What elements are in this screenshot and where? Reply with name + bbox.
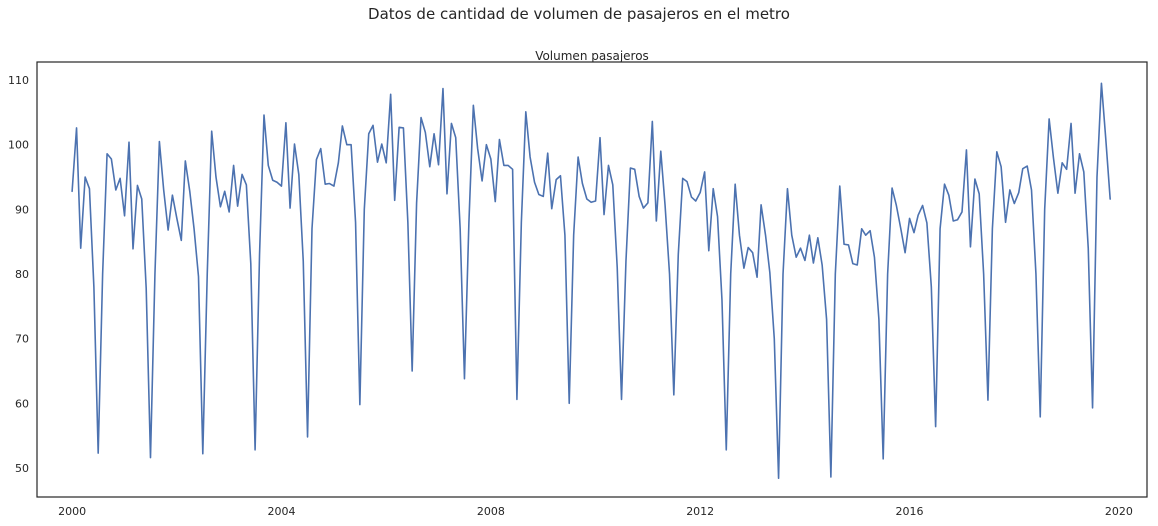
x-tick-label: 2020 — [1105, 505, 1133, 518]
x-tick-label: 2000 — [58, 505, 86, 518]
y-tick-label: 100 — [8, 139, 29, 152]
y-tick-label: 60 — [15, 397, 29, 410]
y-tick-label: 50 — [15, 462, 29, 475]
chart-title: Volumen pasajeros — [535, 49, 649, 63]
y-tick-label: 70 — [15, 333, 29, 346]
x-tick-label: 2016 — [896, 505, 924, 518]
series-line — [71, 82, 1111, 480]
x-tick-label: 2004 — [267, 505, 295, 518]
y-tick-label: 110 — [8, 74, 29, 87]
axis-ticks: 50 60 70 80 90 100 110 2000 2004 2008 2012 2016 2020 — [8, 74, 1133, 518]
plot-frame — [36, 61, 1148, 498]
x-tick-label: 2008 — [477, 505, 505, 518]
y-tick-label: 80 — [15, 268, 29, 281]
x-tick-label: 2012 — [686, 505, 714, 518]
figure-title: Datos de cantidad de volumen de pasajero… — [368, 5, 790, 23]
y-tick-label: 90 — [15, 203, 29, 216]
series-layer — [71, 82, 1111, 480]
